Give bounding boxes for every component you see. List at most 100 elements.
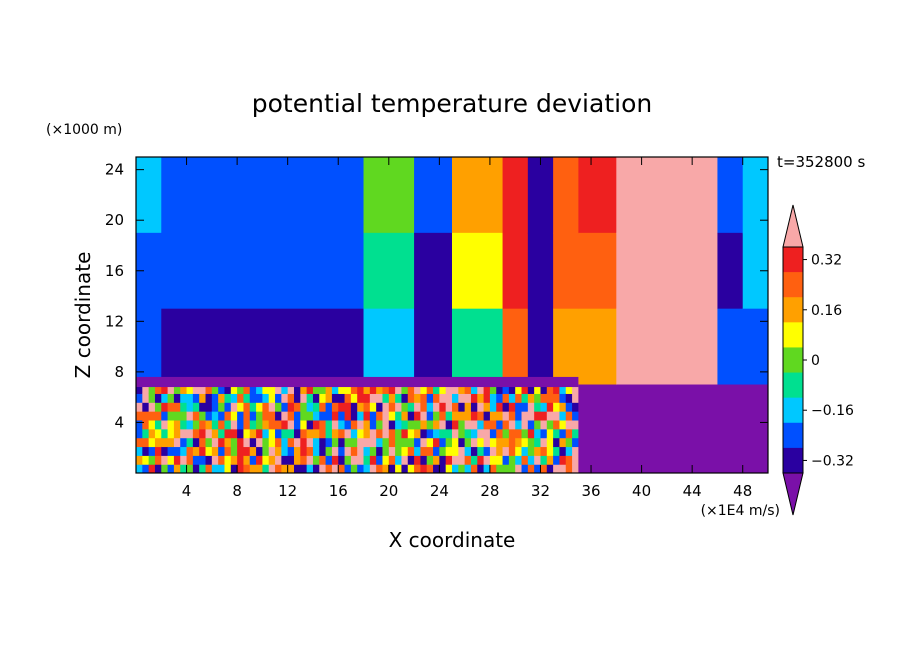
contour-cell: [559, 428, 567, 439]
colorbar-segment: [783, 272, 803, 298]
contour-cell: [167, 393, 175, 403]
contour-cell: [142, 411, 150, 421]
colorbar-segment: [783, 297, 803, 323]
contour-cell: [331, 437, 339, 448]
contour-cell: [426, 393, 434, 403]
contour-cell: [281, 419, 289, 430]
contour-cell: [546, 402, 554, 412]
contour-cell: [388, 419, 396, 430]
contour-cell: [142, 428, 150, 439]
contour-cell: [553, 402, 561, 412]
contour-cell: [230, 464, 238, 473]
contour-cell: [414, 384, 421, 394]
contour-cell: [256, 428, 263, 439]
contour-cell: [515, 428, 523, 439]
contour-cell: [180, 411, 188, 421]
contour-cell: [338, 402, 346, 412]
contour-cell: [439, 437, 447, 448]
contour-cell: [275, 446, 282, 456]
colorbar-segment: [783, 397, 803, 424]
contour-cell: [477, 393, 485, 403]
contour-cell: [268, 455, 276, 465]
contour-cell: [616, 384, 719, 473]
contour-cell: [294, 437, 301, 448]
contour-cell: [540, 419, 548, 430]
contour-cell: [281, 437, 289, 448]
contour-cell: [180, 464, 188, 473]
contour-cell: [262, 411, 270, 421]
contour-cell: [148, 402, 156, 412]
contour-cell: [445, 428, 453, 439]
contour-cell: [553, 393, 561, 403]
contour-cell: [546, 419, 554, 430]
contour-cell: [452, 455, 459, 465]
contour-cell: [527, 393, 535, 403]
contour-cell: [363, 393, 371, 403]
contour-cell: [350, 419, 358, 430]
contour-cell: [287, 446, 295, 456]
contour-cell: [256, 464, 263, 473]
contour-cell: [376, 446, 384, 456]
contour-cell: [565, 437, 573, 448]
contour-cell: [205, 464, 213, 473]
contour-cell: [452, 308, 504, 386]
contour-cell: [426, 437, 434, 448]
contour-cell: [237, 437, 245, 448]
contour-cell: [502, 437, 510, 448]
contour-cell: [218, 455, 226, 465]
contour-cell: [142, 402, 150, 412]
contour-cell: [521, 419, 529, 430]
contour-cell: [161, 402, 169, 412]
contour-cell: [363, 428, 371, 439]
contour-cell: [369, 384, 377, 394]
contour-cell: [483, 411, 491, 421]
colorbar-segment: [783, 322, 803, 348]
contour-cell: [363, 232, 415, 310]
contour-cell: [426, 464, 434, 473]
colorbar-tick-label: 0: [811, 353, 820, 369]
contour-cell: [249, 384, 257, 394]
contour-cell: [502, 446, 510, 456]
colorbar-tick-label: −0.32: [811, 453, 854, 469]
contour-cell: [452, 446, 459, 456]
colorbar-segment: [783, 447, 803, 474]
contour-cell: [319, 411, 327, 421]
contour-cell: [395, 464, 403, 473]
contour-cell: [458, 428, 466, 439]
contour-cell: [515, 455, 523, 465]
contour-cell: [205, 411, 213, 421]
contour-cell: [268, 411, 276, 421]
contour-cell: [458, 384, 466, 394]
contour-cell: [515, 393, 523, 403]
contour-cell: [565, 411, 573, 421]
contour-cell: [237, 402, 245, 412]
contour-cell: [382, 411, 390, 421]
contour-cell: [205, 384, 213, 394]
contour-cell: [262, 384, 270, 394]
contour-cell: [489, 455, 497, 465]
contour-cell: [211, 419, 219, 430]
contour-cell: [496, 402, 504, 412]
contour-cell: [559, 393, 567, 403]
contour-cell: [395, 419, 403, 430]
contour-cell: [262, 455, 270, 465]
contour-cell: [287, 411, 295, 421]
contour-cell: [268, 428, 276, 439]
contour-cell: [452, 402, 459, 412]
contour-cell: [268, 402, 276, 412]
contour-cell: [205, 428, 213, 439]
contour-cell: [395, 384, 403, 394]
contour-cell: [559, 464, 567, 473]
x-tick-label: 8: [232, 482, 242, 500]
contour-cell: [192, 455, 200, 465]
contour-cell: [420, 393, 428, 403]
x-tick-label: 12: [278, 482, 297, 500]
contour-cell: [224, 446, 232, 456]
contour-cell: [275, 384, 282, 394]
contour-cell: [287, 455, 295, 465]
contour-cell: [161, 232, 263, 310]
contour-cell: [521, 411, 529, 421]
contour-cell: [414, 232, 453, 310]
colorbar-bottom-arrow: [782, 472, 804, 516]
contour-cell: [496, 411, 504, 421]
